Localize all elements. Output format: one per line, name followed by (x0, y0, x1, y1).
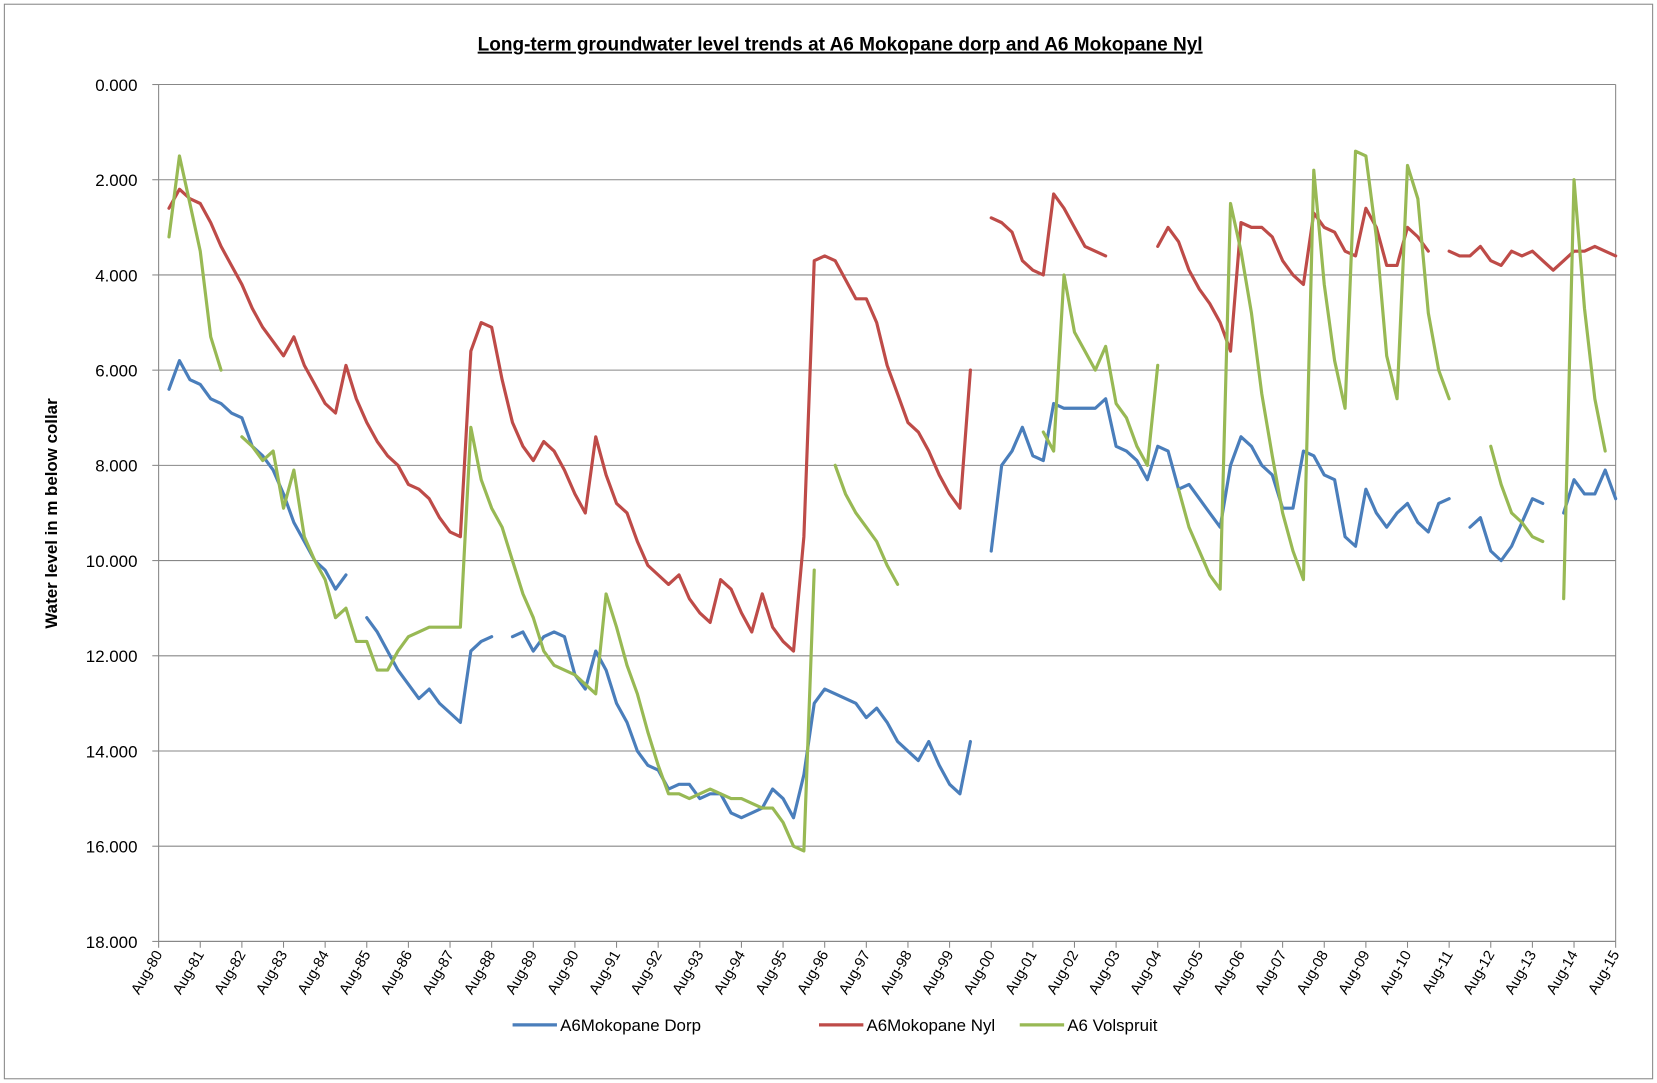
plot-area (158, 84, 1616, 942)
legend-label: A6 Volspruit (1067, 1016, 1157, 1035)
legend-label: A6Mokopane Nyl (867, 1016, 996, 1035)
y-tick-label: 14.000 (86, 742, 138, 761)
y-tick-label: 2.000 (95, 171, 137, 190)
y-tick-label: 0.000 (95, 76, 137, 95)
y-tick-label: 4.000 (95, 266, 137, 285)
y-tick-label: 6.000 (95, 361, 137, 380)
series-line (167, 149, 1607, 853)
y-tick-label: 8.000 (95, 457, 137, 476)
y-tick-label: 18.000 (86, 933, 138, 952)
y-tick-label: 16.000 (86, 838, 138, 857)
chart-title: Long-term groundwater level trends at A6… (478, 35, 1203, 56)
legend-label: A6Mokopane Dorp (560, 1016, 701, 1035)
series-line (167, 187, 1618, 653)
y-tick-label: 10.000 (86, 552, 138, 571)
y-tick-label: 12.000 (86, 647, 138, 666)
y-axis-label: Water level in m below collar (42, 398, 61, 629)
